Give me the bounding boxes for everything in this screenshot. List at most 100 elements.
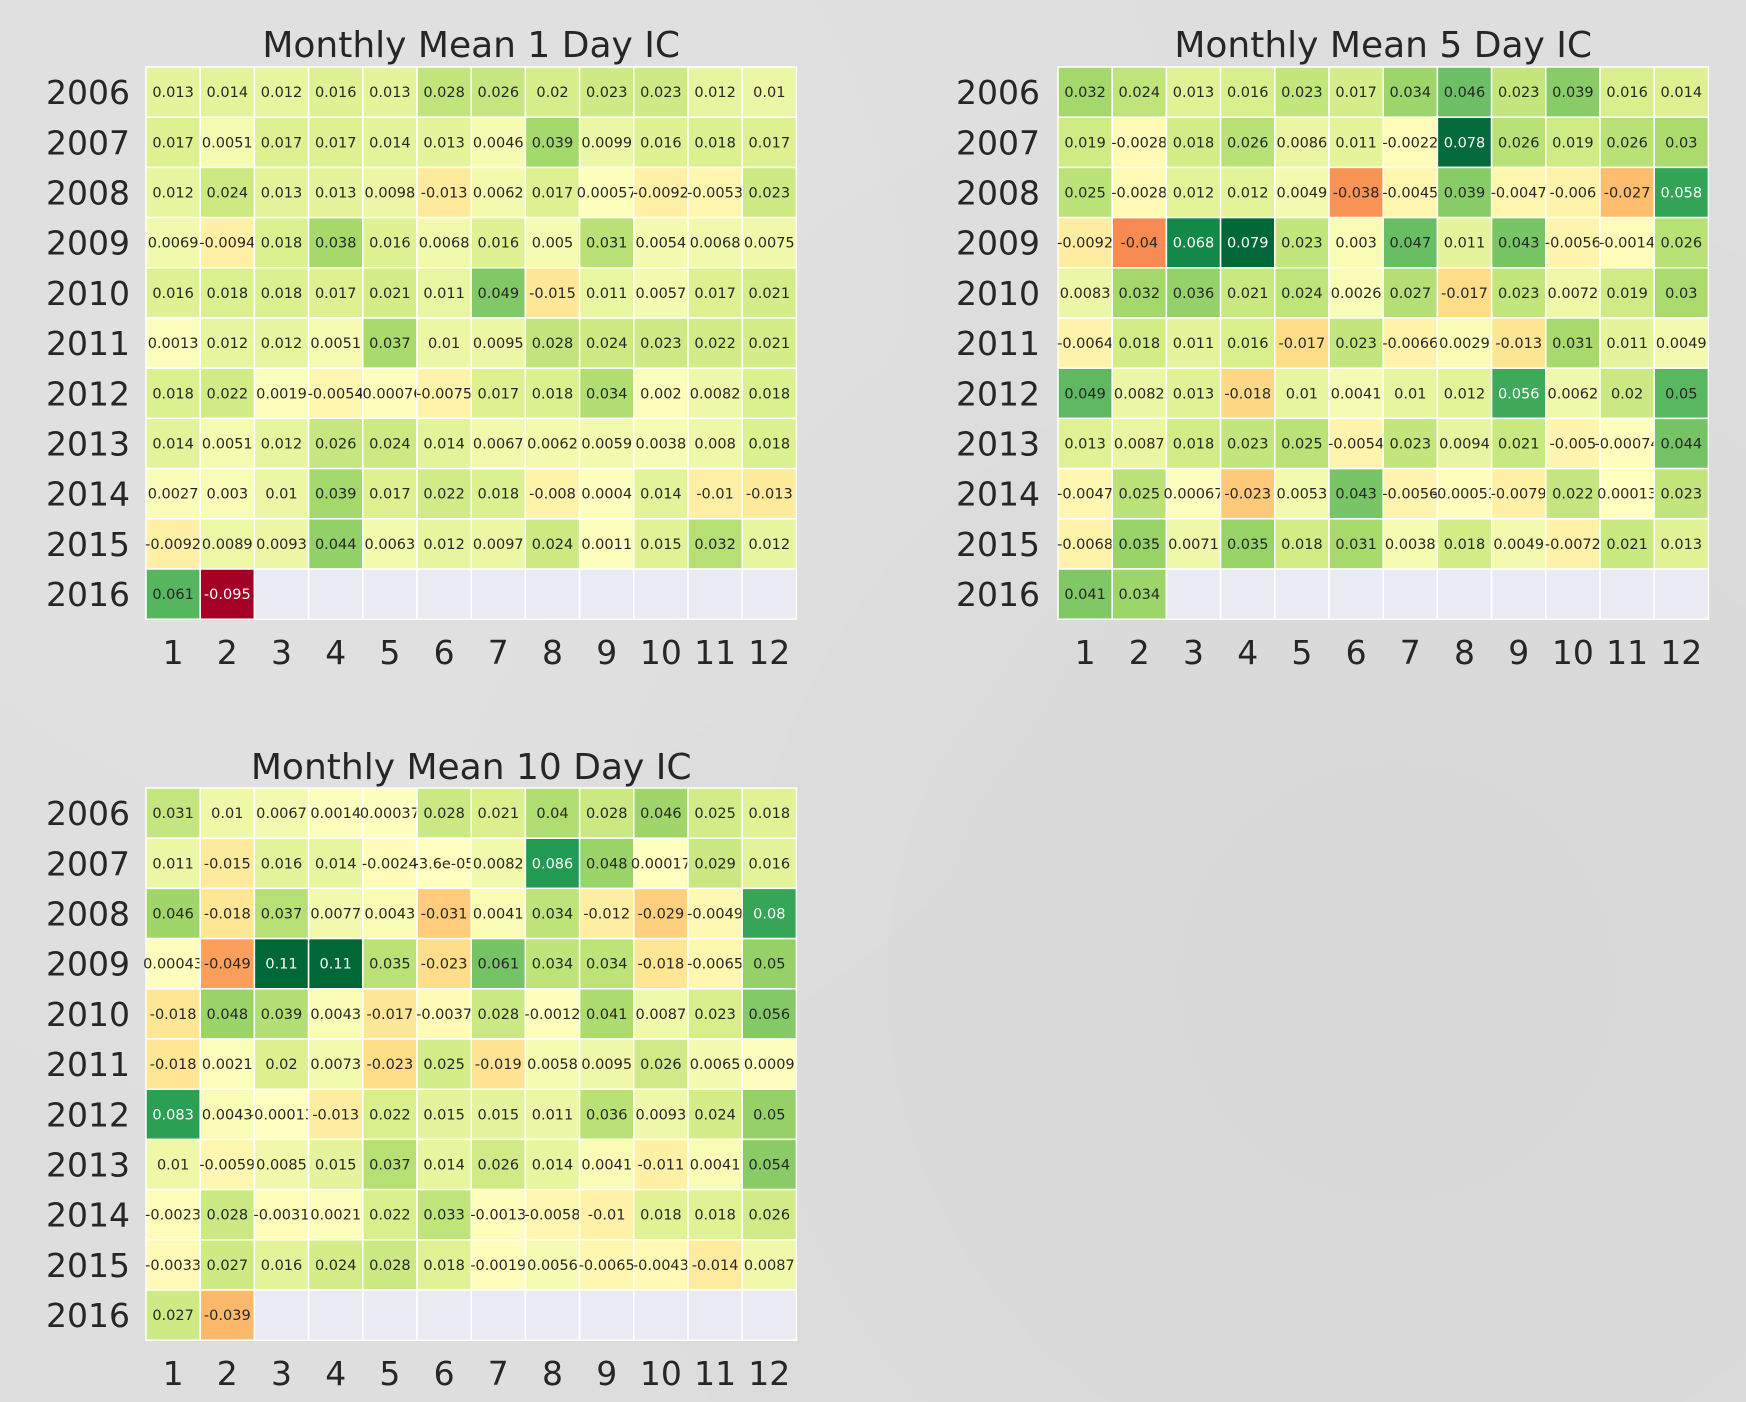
heatmap-cell <box>470 317 527 369</box>
heatmap-cell <box>687 1239 743 1291</box>
heatmap-cell <box>687 216 743 269</box>
cell-value-label: 0.012 <box>423 537 465 553</box>
cell-value-label: 0.026 <box>478 85 520 101</box>
heatmap-cell <box>1382 317 1439 369</box>
cell-value-label: 0.041 <box>586 1007 628 1023</box>
heatmap-cell <box>1219 166 1276 219</box>
cell-value-label: 0.018 <box>640 1208 682 1224</box>
cell-value-label: -0.0023 <box>145 1208 201 1224</box>
cell-value-label: 0.018 <box>478 487 520 503</box>
heatmap-cell <box>1545 467 1601 520</box>
heatmap-cell <box>416 267 472 319</box>
month-tick-label: 6 <box>434 633 455 672</box>
cell-value-label: 0.034 <box>586 386 628 402</box>
cell-value-label: 0.018 <box>1281 537 1323 553</box>
cell-value-label: 0.0049 <box>1277 186 1328 202</box>
heatmap-cell <box>524 937 581 990</box>
heatmap-cell <box>687 1088 743 1141</box>
heatmap-cell <box>1328 267 1384 319</box>
heatmap-cell <box>362 367 418 420</box>
cell-value-label: 0.013 <box>1661 537 1703 553</box>
cell-value-label: -0.017 <box>367 1007 414 1023</box>
cell-value-label: -0.0079 <box>1491 487 1547 503</box>
heatmap-cell <box>362 988 418 1040</box>
heatmap-cell-empty <box>1653 568 1710 620</box>
cell-value-label: 0.02 <box>265 1057 297 1073</box>
heatmap-cell-empty <box>470 1289 527 1341</box>
cell-value-label: 0.0051 <box>202 437 253 453</box>
heatmap-cell <box>1219 66 1276 118</box>
cell-value-label: 0.026 <box>749 1208 791 1224</box>
heatmap-cell <box>470 837 527 890</box>
heatmap-cell <box>741 837 798 890</box>
cell-value-label: 0.04 <box>536 806 568 822</box>
cell-value-label: 0.0029 <box>1439 336 1490 352</box>
heatmap-cell <box>1328 417 1384 470</box>
heatmap-cell <box>307 1188 364 1241</box>
cell-value-label: -0.0058 <box>525 1208 581 1224</box>
heatmap-cell <box>253 367 310 420</box>
heatmap-cell <box>1436 116 1493 169</box>
cell-value-label: 0.012 <box>152 186 194 202</box>
cell-value-label: 0.0013 <box>148 336 199 352</box>
cell-value-label: -0.011 <box>638 1158 685 1174</box>
month-tick-label: 4 <box>1237 633 1258 672</box>
year-tick-label: 2013 <box>956 425 1040 464</box>
cell-value-label: -0.0013 <box>470 1208 526 1224</box>
year-tick-label: 2011 <box>46 1045 130 1084</box>
cell-value-label: 0.023 <box>1661 487 1703 503</box>
year-tick-label: 2008 <box>956 174 1040 213</box>
cell-value-label: 0.034 <box>586 957 628 973</box>
heatmap-cell <box>578 467 635 520</box>
heatmap-cell <box>741 467 798 520</box>
cell-value-label: 0.027 <box>207 1258 249 1274</box>
cell-value-label: 0.028 <box>369 1258 411 1274</box>
cell-value-label: -0.0014 <box>1599 236 1655 252</box>
cell-value-label: 0.046 <box>1444 85 1486 101</box>
heatmap-cell <box>362 1138 418 1191</box>
month-tick-label: 9 <box>596 633 617 672</box>
cell-value-label: 0.017 <box>315 135 357 151</box>
cell-value-label: 0.014 <box>1661 85 1703 101</box>
heatmap-cell <box>741 417 798 470</box>
heatmap-cell <box>470 467 527 520</box>
cell-value-label: 0.0068 <box>419 236 470 252</box>
cell-value-label: 0.002 <box>640 386 682 402</box>
cell-value-label: 0.025 <box>1119 487 1161 503</box>
cell-value-label: 0.046 <box>640 806 682 822</box>
cell-value-label: -0.0092 <box>145 537 201 553</box>
heatmap-cell-empty <box>1274 568 1330 620</box>
cell-value-label: -0.0059 <box>199 1158 255 1174</box>
heatmap-cell <box>470 267 527 319</box>
cell-value-label: -0.0024 <box>362 856 418 872</box>
cell-value-label: -0.013 <box>421 186 468 202</box>
cell-value-label: 0.027 <box>152 1308 194 1324</box>
cell-value-label: 0.018 <box>1173 135 1215 151</box>
heatmap-cell <box>307 166 364 219</box>
cell-value-label: 0.05 <box>753 957 785 973</box>
heatmap-cell <box>253 417 310 470</box>
cell-value-label: 0.018 <box>694 135 736 151</box>
month-tick-label: 3 <box>1183 633 1204 672</box>
cell-value-label: 0.0097 <box>473 537 524 553</box>
month-tick-label: 10 <box>1552 633 1594 672</box>
heatmap-cell-empty <box>633 1289 689 1341</box>
cell-value-label: 0.05 <box>1665 386 1697 402</box>
heatmap-cell <box>578 837 635 890</box>
heatmap-cell <box>1545 166 1601 219</box>
heatmap-cell <box>633 1239 689 1291</box>
cell-value-label: 0.0062 <box>527 437 578 453</box>
month-tick-label: 7 <box>488 1354 509 1393</box>
heatmap-cell <box>470 1138 527 1191</box>
cell-value-label: 0.01 <box>211 806 243 822</box>
cell-value-label: 0.014 <box>152 437 194 453</box>
month-tick-label: 11 <box>694 1354 736 1393</box>
cell-value-label: 0.015 <box>315 1158 357 1174</box>
cell-value-label: 0.026 <box>1606 135 1648 151</box>
heatmap-cell <box>253 1239 310 1291</box>
cell-value-label: 0.061 <box>478 957 520 973</box>
heatmap-cell <box>470 166 527 219</box>
cell-value-label: 0.0041 <box>1331 386 1382 402</box>
heatmap-cell <box>1274 166 1330 219</box>
heatmap-cell <box>362 166 418 219</box>
